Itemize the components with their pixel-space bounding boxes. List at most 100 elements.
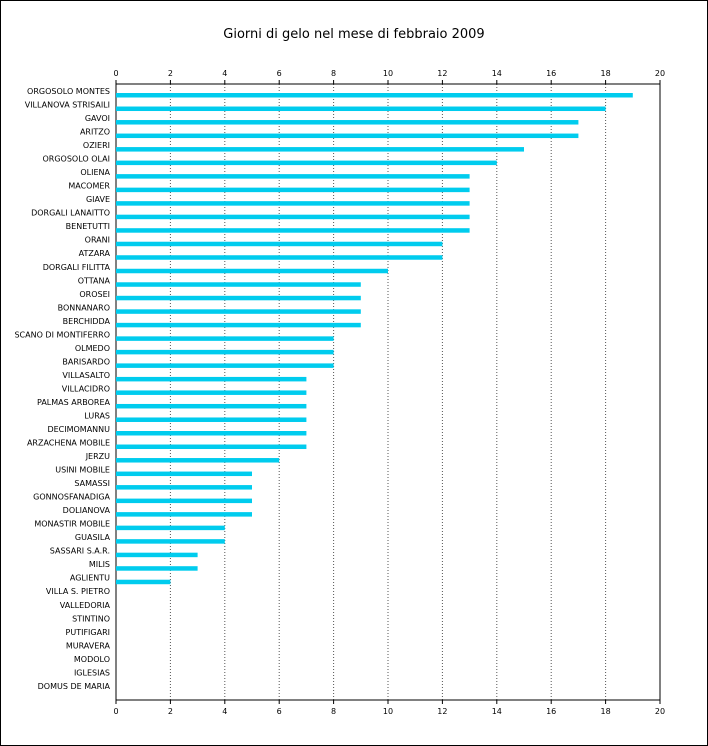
category-label: ARZACHENA MOBILE: [27, 439, 110, 448]
category-label: GUASILA: [75, 533, 111, 542]
bar: [116, 498, 252, 504]
tick-label-top: 8: [331, 69, 336, 78]
bar: [116, 431, 307, 436]
tick-label-bottom: 12: [437, 707, 447, 716]
tick-label-top: 4: [222, 69, 227, 78]
bar: [116, 485, 252, 490]
category-labels: ORGOSOLO MONTES VILLANOVA STRISAILI GAVOI A…: [14, 87, 110, 691]
bar: [116, 539, 225, 544]
chart-title: Giorni di gelo nel mese di febbraio 2009: [223, 27, 484, 42]
category-label: GAVOI: [85, 114, 110, 123]
tick-label-top: 16: [546, 69, 556, 78]
category-label: BONNANARO: [58, 303, 110, 312]
bar: [116, 349, 334, 355]
category-label: STINTINO: [72, 614, 110, 623]
category-label: AGLIENTU: [70, 574, 110, 583]
category-label: LURAS: [84, 411, 110, 420]
category-label: BENETUTTI: [66, 222, 110, 231]
category-label: IGLESIAS: [74, 668, 110, 677]
category-label: MODOLO: [74, 655, 110, 664]
category-label: PUTIFIGARI: [66, 628, 110, 637]
bar: [116, 241, 443, 247]
category-label: DORGALI FILITTA: [43, 263, 111, 272]
category-label: DORGALI LANAITTO: [31, 209, 110, 218]
bar: [116, 201, 470, 206]
category-label: MONASTIR MOBILE: [34, 520, 110, 529]
bar: [116, 214, 470, 220]
tick-label-bottom: 4: [222, 707, 227, 716]
category-label: ARITZO: [80, 128, 110, 137]
category-label: MILIS: [89, 560, 110, 569]
bar: [116, 228, 470, 233]
category-label: SASSARI S.A.R.: [50, 547, 110, 556]
tick-label-top: 20: [655, 69, 665, 78]
tick-label-bottom: 14: [492, 707, 502, 716]
category-label: USINI MOBILE: [55, 466, 110, 475]
bar: [116, 417, 307, 422]
category-label: VILLA S. PIETRO: [46, 587, 110, 596]
category-label: JERZU: [85, 452, 110, 461]
tick-label-top: 10: [383, 69, 393, 78]
category-label: PALMAS ARBOREA: [37, 398, 111, 407]
tick-label-bottom: 8: [331, 707, 336, 716]
bar: [116, 471, 252, 477]
category-label: SAMASSI: [74, 479, 110, 488]
bar: [116, 444, 307, 450]
bar: [116, 403, 307, 409]
category-label: OROSEI: [79, 290, 110, 299]
bar: [116, 147, 524, 152]
bar: [116, 295, 361, 301]
tick-label-bottom: 20: [655, 707, 665, 716]
bar: [116, 309, 361, 314]
bar: [116, 552, 198, 558]
bar: [116, 512, 252, 517]
bar: [116, 120, 579, 125]
category-label: GONNOSFANADIGA: [33, 493, 110, 502]
bar: [116, 390, 307, 395]
bar: [116, 93, 633, 98]
bar: [116, 376, 307, 382]
bar: [116, 566, 198, 571]
tick-label-top: 6: [277, 69, 282, 78]
category-label: MACOMER: [68, 182, 110, 191]
bar: [116, 268, 388, 274]
bar: [116, 363, 334, 368]
bar: [116, 579, 171, 585]
category-label: ORGOSOLO MONTES: [27, 87, 110, 96]
bar: [116, 458, 280, 463]
category-label: SCANO DI MONTIFERRO: [14, 330, 110, 339]
tick-label-bottom: 0: [113, 707, 118, 716]
category-label: MURAVERA: [66, 641, 111, 650]
category-label: DECIMOMANNU: [47, 425, 110, 434]
category-label: DOMUS DE MARIA: [38, 682, 111, 691]
tick-label-top: 12: [437, 69, 447, 78]
bar: [116, 322, 361, 328]
grid-lines: [169, 84, 607, 700]
category-label: OLMEDO: [75, 344, 110, 353]
tick-label-bottom: 6: [277, 707, 282, 716]
tick-label-bottom: 16: [546, 707, 556, 716]
tick-label-top: 14: [492, 69, 502, 78]
tick-label-bottom: 2: [168, 707, 173, 716]
tick-label-top: 0: [113, 69, 118, 78]
category-label: OZIERI: [83, 141, 110, 150]
category-label: ATZARA: [79, 249, 111, 258]
bar: [116, 133, 579, 139]
category-label: BARISARDO: [62, 357, 110, 366]
category-label: ORANI: [85, 236, 110, 245]
tick-label-top: 18: [601, 69, 611, 78]
bar: [116, 187, 470, 193]
category-label: ORGOSOLO OLAI: [42, 155, 110, 164]
bar: [116, 336, 334, 341]
tick-label-bottom: 10: [383, 707, 393, 716]
category-label: VILLANOVA STRISAILI: [25, 101, 110, 110]
bar: [116, 174, 470, 179]
category-label: OTTANA: [78, 276, 111, 285]
category-label: BERCHIDDA: [63, 317, 111, 326]
category-label: GIAVE: [86, 195, 110, 204]
bar: [116, 106, 606, 112]
bar: [116, 525, 225, 531]
category-label: DOLIANOVA: [63, 506, 111, 515]
tick-label-top: 2: [168, 69, 173, 78]
